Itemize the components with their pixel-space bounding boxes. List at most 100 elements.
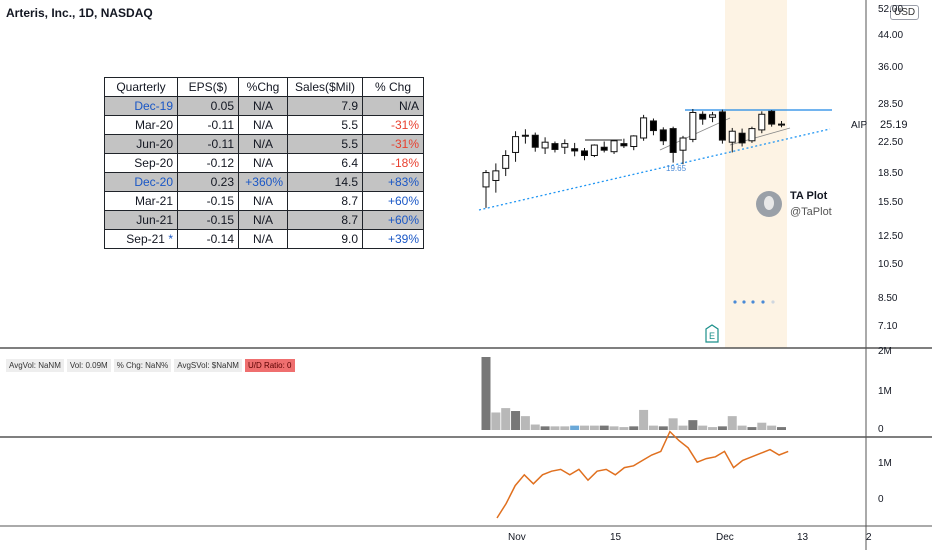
quarter-cell: Dec-19 <box>104 96 178 116</box>
candle-down <box>768 110 776 125</box>
sales-cell: 8.7 <box>287 191 363 211</box>
candle-up <box>679 137 687 151</box>
quarter-cell: Mar-21 <box>104 191 178 211</box>
price-tick-label: 10.50 <box>878 259 904 270</box>
header-eps: EPS($) <box>177 77 239 97</box>
volume-bar <box>658 426 668 430</box>
candle-up <box>512 136 520 153</box>
candle-up <box>640 117 648 139</box>
volume-bar <box>580 425 589 430</box>
table-row: Sep-20 -0.12 N/A 6.4 -18% <box>104 153 424 173</box>
eps-cell: -0.11 <box>177 134 239 154</box>
currency-badge[interactable]: USD <box>890 5 920 20</box>
dot <box>751 300 755 304</box>
price-tick-label: 15.50 <box>878 197 904 208</box>
candle-down <box>669 128 677 153</box>
price-tick-label: 18.50 <box>878 168 904 179</box>
price-tick-label: 12.50 <box>878 231 904 242</box>
volume-bar <box>639 409 649 430</box>
eps-table-header: Quarterly EPS($) %Chg Sales($Mil) % Chg <box>104 77 424 97</box>
eps-chg-cell: N/A <box>238 229 288 249</box>
volume-bar <box>698 425 708 430</box>
volume-bar <box>737 425 747 430</box>
quarter-label: Sep-21 <box>126 232 165 246</box>
header-eps-chg: %Chg <box>238 77 288 97</box>
volume-bar <box>501 408 511 430</box>
candle-down <box>649 120 657 132</box>
candle-down <box>699 113 707 120</box>
candle-up <box>610 140 618 153</box>
eps-chg-cell: N/A <box>238 134 288 154</box>
dot <box>761 300 765 304</box>
volume-bar <box>619 427 629 430</box>
indicator-line <box>496 430 789 519</box>
sales-cell: 5.5 <box>287 134 363 154</box>
sales-chg-cell: +60% <box>362 191 424 211</box>
sales-chg-cell: -31% <box>362 134 424 154</box>
volume-bar <box>688 420 698 430</box>
price-tick-label: 28.50 <box>878 99 904 110</box>
vol-badge: Vol: 0.09M <box>66 359 111 372</box>
pagination-dots <box>733 300 775 304</box>
eps-chg-cell: N/A <box>238 210 288 230</box>
volume-axis-2m: 2M <box>878 346 892 357</box>
header-quarterly: Quarterly <box>104 77 178 97</box>
candle-down <box>531 134 539 148</box>
eps-cell: 0.05 <box>177 96 239 116</box>
candle-down <box>571 148 579 152</box>
quarter-cell: Jun-21 <box>104 210 178 230</box>
candle-up <box>630 135 638 148</box>
time-label-nov: Nov <box>508 532 526 543</box>
trendline-value-label: 19.65 <box>666 164 687 173</box>
candle-down <box>620 143 628 147</box>
eps-cell: -0.12 <box>177 153 239 173</box>
last-price-label: 25.19 <box>880 119 908 131</box>
chart-title: Arteris, Inc., 1D, NASDAQ <box>6 6 153 20</box>
quarter-cell: Mar-20 <box>104 115 178 135</box>
author-handle: @TaPlot <box>790 206 832 218</box>
dot <box>733 300 737 304</box>
volume-bar <box>481 357 491 430</box>
time-label-2: 2 <box>866 532 872 543</box>
indicator-axis-1m: 1M <box>878 458 892 469</box>
sales-chg-cell: N/A <box>362 96 424 116</box>
eps-chg-cell: N/A <box>238 191 288 211</box>
table-row: Jun-21 -0.15 N/A 8.7 +60% <box>104 210 424 230</box>
dot <box>742 300 746 304</box>
volume-bars-group <box>481 357 786 430</box>
eps-chg-cell: +360% <box>238 172 288 192</box>
volume-bar <box>678 425 688 430</box>
eps-table: Quarterly EPS($) %Chg Sales($Mil) % Chg … <box>104 77 424 249</box>
volume-bar <box>520 416 530 430</box>
sales-chg-cell: -31% <box>362 115 424 135</box>
dot <box>771 300 775 304</box>
volume-bar <box>727 416 737 430</box>
candle-down <box>659 129 667 142</box>
volume-bar <box>668 418 678 430</box>
quarter-cell: Jun-20 <box>104 134 178 154</box>
volume-bar <box>491 412 501 430</box>
volume-bar <box>570 425 580 430</box>
sales-cell: 5.5 <box>287 115 363 135</box>
last-price-tag <box>867 118 901 133</box>
quarter-cell: Dec-20 <box>104 172 178 192</box>
sales-cell: 14.5 <box>287 172 363 192</box>
volume-bar <box>777 427 786 430</box>
volume-bar <box>629 426 639 430</box>
price-tick-label: 22.50 <box>878 137 904 148</box>
table-row: Jun-20 -0.11 N/A 5.5 -31% <box>104 134 424 154</box>
time-label-15: 15 <box>610 532 622 543</box>
candle-up <box>561 143 569 148</box>
volume-bar <box>550 426 560 430</box>
sales-chg-cell: -18% <box>362 153 424 173</box>
table-row: Mar-21 -0.15 N/A 8.7 +60% <box>104 191 424 211</box>
sales-cell: 6.4 <box>287 153 363 173</box>
price-tick-label: 7.10 <box>878 321 898 332</box>
candle-down <box>718 111 726 141</box>
eps-cell: -0.11 <box>177 115 239 135</box>
eps-chg-cell: N/A <box>238 153 288 173</box>
sales-cell: 8.7 <box>287 210 363 230</box>
highlight-band <box>725 0 787 348</box>
quarter-cell: Sep-21 * <box>104 229 178 249</box>
